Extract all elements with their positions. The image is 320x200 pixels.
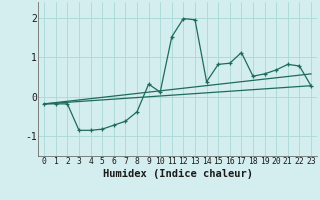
X-axis label: Humidex (Indice chaleur): Humidex (Indice chaleur) bbox=[103, 169, 252, 179]
